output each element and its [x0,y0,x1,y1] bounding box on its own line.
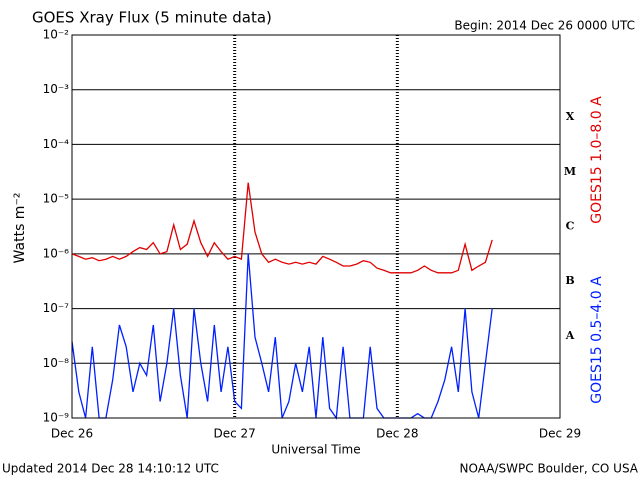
source: NOAA/SWPC Boulder, CO USA [460,462,639,476]
x-tick-label: Dec 29 [539,427,581,441]
y-tick-label: 10⁻⁹ [43,411,70,425]
legend-entry: GOES15 1.0–8.0 A [589,96,605,224]
y-tick-label: 10⁻⁷ [43,301,70,315]
legend-entry: GOES15 0.5–4.0 A [589,276,605,404]
y-tick-label: 10⁻⁶ [43,246,70,260]
x-tick-label: Dec 28 [376,427,418,441]
y-axis-label: Watts m⁻² [12,193,28,264]
y-tick-label: 10⁻² [43,28,70,42]
flare-class: C [566,220,575,233]
y-tick-label: 10⁻⁵ [43,192,70,206]
chart-title: GOES Xray Flux (5 minute data) [32,9,272,27]
flare-class: A [565,329,575,342]
updated-time: Updated 2014 Dec 28 14:10:12 UTC [2,462,219,476]
series-line [71,253,493,420]
x-tick-label: Dec 26 [51,427,93,441]
y-tick-label: 10⁻⁸ [43,356,70,370]
flare-class: M [564,165,576,178]
x-axis-label: Universal Time [271,443,360,457]
x-tick-label: Dec 27 [214,427,256,441]
series-line [71,182,493,274]
y-tick-label: 10⁻³ [43,82,70,96]
flare-class: B [565,274,574,287]
flare-class: X [566,110,575,123]
y-tick-label: 10⁻⁴ [43,137,70,151]
plot-frame [71,34,561,419]
begin-time: Begin: 2014 Dec 26 0000 UTC [454,19,635,33]
